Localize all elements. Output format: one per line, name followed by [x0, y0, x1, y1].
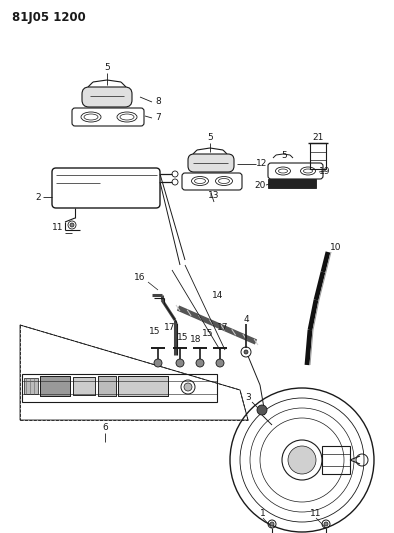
- Bar: [310, 143, 326, 169]
- Circle shape: [184, 383, 192, 391]
- Text: 1: 1: [260, 508, 266, 518]
- Text: 2: 2: [35, 192, 41, 201]
- Text: 8: 8: [155, 98, 161, 107]
- Circle shape: [324, 522, 328, 526]
- Text: 14: 14: [212, 290, 224, 300]
- Text: 7: 7: [155, 114, 161, 123]
- Bar: [118, 376, 168, 396]
- Text: 3: 3: [245, 393, 251, 402]
- Text: 10: 10: [330, 244, 342, 253]
- Text: 17: 17: [217, 322, 229, 332]
- Circle shape: [176, 359, 184, 367]
- Text: 19: 19: [319, 167, 331, 176]
- Text: 18: 18: [190, 335, 202, 344]
- Bar: [22, 374, 217, 402]
- Circle shape: [270, 522, 274, 526]
- Circle shape: [216, 359, 224, 367]
- Bar: [73, 377, 95, 395]
- Circle shape: [288, 446, 316, 474]
- Text: 11: 11: [52, 223, 64, 232]
- Circle shape: [154, 359, 162, 367]
- Circle shape: [70, 223, 74, 227]
- Circle shape: [257, 405, 267, 415]
- Circle shape: [196, 359, 204, 367]
- Bar: [118, 376, 168, 396]
- Circle shape: [244, 350, 248, 354]
- Bar: [268, 179, 316, 188]
- Text: 4: 4: [243, 316, 249, 325]
- Text: 6: 6: [102, 424, 108, 432]
- Text: 5: 5: [207, 133, 213, 142]
- FancyBboxPatch shape: [188, 154, 234, 172]
- Text: 17: 17: [164, 324, 176, 333]
- Bar: [98, 376, 116, 396]
- Bar: [98, 376, 116, 396]
- Text: 5: 5: [281, 150, 287, 159]
- Text: 15: 15: [177, 333, 189, 342]
- Bar: [73, 377, 95, 395]
- Text: 21: 21: [312, 133, 324, 142]
- Text: 15: 15: [149, 327, 161, 336]
- Text: 12: 12: [256, 159, 268, 168]
- FancyBboxPatch shape: [82, 87, 132, 107]
- Text: 13: 13: [208, 191, 220, 200]
- Bar: [322, 446, 350, 474]
- Text: 11: 11: [310, 508, 322, 518]
- Bar: [40, 376, 70, 396]
- Text: 16: 16: [134, 273, 146, 282]
- Bar: [40, 376, 70, 396]
- Text: 81J05 1200: 81J05 1200: [12, 12, 86, 25]
- Text: 20: 20: [254, 181, 266, 190]
- Text: 5: 5: [104, 63, 110, 72]
- Text: 15: 15: [202, 328, 214, 337]
- Bar: [24, 378, 38, 394]
